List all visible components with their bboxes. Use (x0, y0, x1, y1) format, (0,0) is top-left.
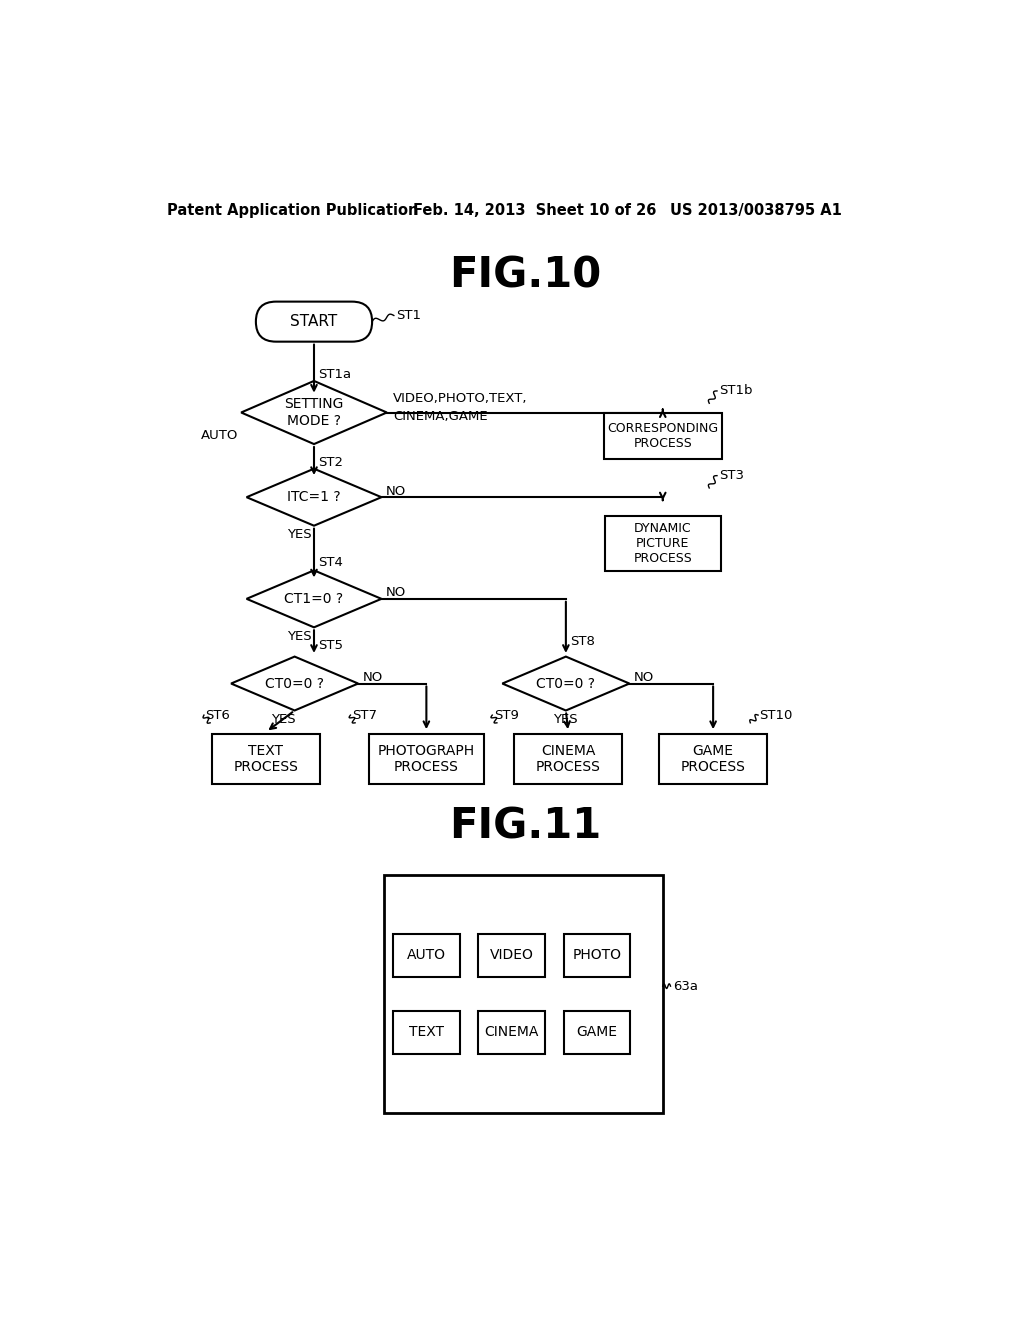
Text: YES: YES (287, 630, 311, 643)
Text: ST9: ST9 (494, 709, 519, 722)
Text: NO: NO (362, 671, 383, 684)
Text: ST7: ST7 (352, 709, 377, 722)
Text: CT0=0 ?: CT0=0 ? (265, 677, 325, 690)
FancyBboxPatch shape (514, 734, 623, 784)
FancyBboxPatch shape (658, 734, 767, 784)
FancyBboxPatch shape (393, 1011, 460, 1053)
FancyBboxPatch shape (384, 875, 663, 1113)
Text: ST1b: ST1b (719, 384, 753, 397)
Text: START: START (291, 314, 338, 329)
Text: NO: NO (634, 671, 654, 684)
FancyBboxPatch shape (393, 935, 460, 977)
Polygon shape (241, 381, 387, 444)
Text: NO: NO (386, 586, 407, 599)
Text: CINEMA,GAME: CINEMA,GAME (393, 409, 487, 422)
Polygon shape (503, 656, 630, 710)
Text: ST1: ST1 (396, 309, 421, 322)
Polygon shape (231, 656, 358, 710)
FancyBboxPatch shape (256, 302, 372, 342)
Polygon shape (247, 469, 381, 525)
Text: Patent Application Publication: Patent Application Publication (167, 203, 418, 218)
Text: ST8: ST8 (569, 635, 595, 648)
Text: GAME
PROCESS: GAME PROCESS (681, 744, 745, 774)
Text: 63a: 63a (674, 979, 698, 993)
Text: ST4: ST4 (317, 556, 343, 569)
Text: DYNAMIC
PICTURE
PROCESS: DYNAMIC PICTURE PROCESS (634, 521, 692, 565)
FancyBboxPatch shape (212, 734, 321, 784)
Text: Feb. 14, 2013  Sheet 10 of 26: Feb. 14, 2013 Sheet 10 of 26 (414, 203, 656, 218)
Text: YES: YES (271, 713, 296, 726)
Text: CINEMA: CINEMA (484, 1026, 539, 1039)
FancyBboxPatch shape (369, 734, 483, 784)
FancyBboxPatch shape (478, 935, 545, 977)
Text: CT1=0 ?: CT1=0 ? (285, 591, 344, 606)
Text: VIDEO,PHOTO,TEXT,: VIDEO,PHOTO,TEXT, (393, 392, 527, 405)
Text: ITC=1 ?: ITC=1 ? (287, 490, 341, 504)
Text: ST10: ST10 (760, 709, 793, 722)
Text: SETTING
MODE ?: SETTING MODE ? (285, 397, 344, 428)
Text: GAME: GAME (577, 1026, 617, 1039)
Text: TEXT: TEXT (409, 1026, 443, 1039)
Text: AUTO: AUTO (201, 429, 238, 442)
Text: ST5: ST5 (317, 639, 343, 652)
Text: AUTO: AUTO (407, 948, 445, 962)
Text: NO: NO (386, 484, 407, 498)
Text: VIDEO: VIDEO (489, 948, 534, 962)
Text: CINEMA
PROCESS: CINEMA PROCESS (536, 744, 601, 774)
Text: YES: YES (554, 713, 579, 726)
FancyBboxPatch shape (563, 1011, 630, 1053)
Text: PHOTOGRAPH
PROCESS: PHOTOGRAPH PROCESS (378, 744, 475, 774)
Text: CORRESPONDING
PROCESS: CORRESPONDING PROCESS (607, 421, 718, 450)
Text: ST2: ST2 (317, 455, 343, 469)
Polygon shape (247, 570, 381, 627)
Text: TEXT
PROCESS: TEXT PROCESS (233, 744, 298, 774)
Text: FIG.10: FIG.10 (449, 255, 601, 297)
Text: US 2013/0038795 A1: US 2013/0038795 A1 (671, 203, 843, 218)
Text: CT0=0 ?: CT0=0 ? (537, 677, 595, 690)
Text: ST1a: ST1a (317, 367, 351, 380)
Text: ST3: ST3 (719, 469, 744, 482)
Text: FIG.11: FIG.11 (449, 805, 601, 847)
Text: ST6: ST6 (206, 709, 230, 722)
FancyBboxPatch shape (604, 412, 722, 459)
FancyBboxPatch shape (478, 1011, 545, 1053)
Text: YES: YES (287, 528, 311, 541)
FancyBboxPatch shape (604, 516, 721, 572)
FancyBboxPatch shape (563, 935, 630, 977)
Text: PHOTO: PHOTO (572, 948, 622, 962)
